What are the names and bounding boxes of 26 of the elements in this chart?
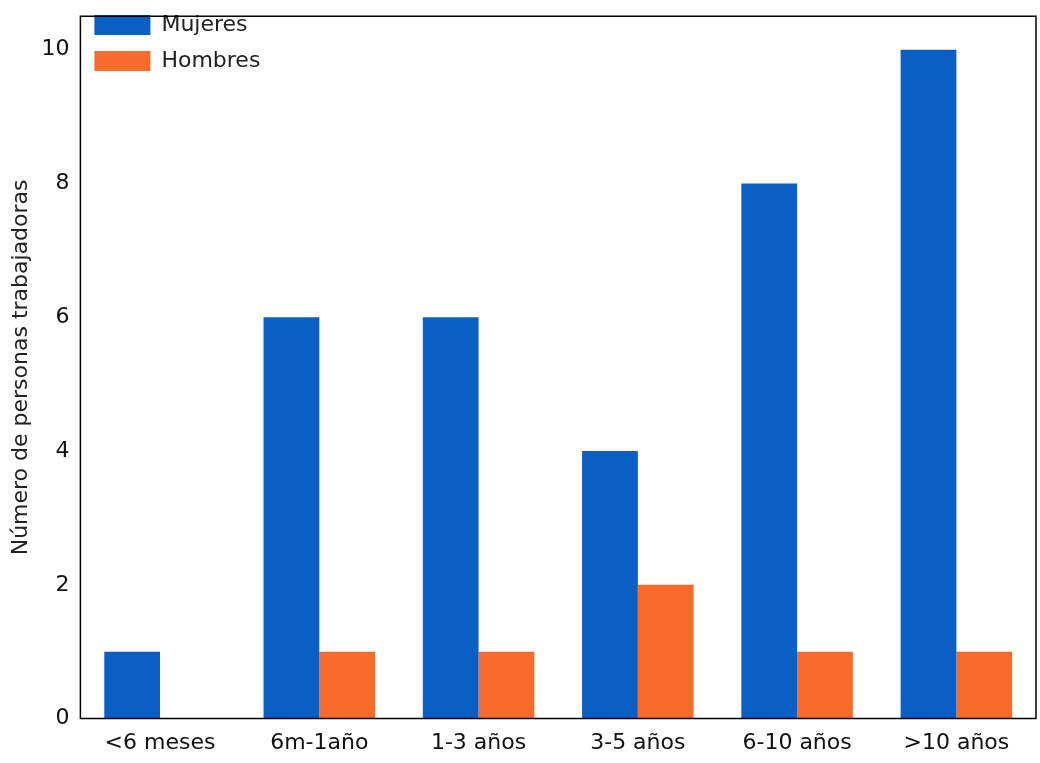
y-axis-title: Número de personas trabajadoras xyxy=(6,179,32,556)
bar xyxy=(637,584,694,719)
x-tick-label: <6 meses xyxy=(104,728,216,754)
bar xyxy=(263,317,320,719)
y-tick-label: 4 xyxy=(55,436,70,462)
x-tick-label: 6m-1año xyxy=(270,728,369,754)
bar xyxy=(797,651,853,719)
x-tick-label: 6-10 años xyxy=(742,728,852,754)
bar xyxy=(422,317,479,719)
legend-label: Mujeres xyxy=(161,10,248,36)
bar xyxy=(104,651,161,719)
bar xyxy=(319,651,376,719)
bar xyxy=(478,651,535,719)
y-tick-label: 10 xyxy=(41,35,70,61)
x-tick-label: 1-3 años xyxy=(430,728,527,754)
legend-label: Hombres xyxy=(161,46,261,72)
x-tick-label: >10 años xyxy=(903,728,1010,754)
y-tick-label: 8 xyxy=(55,169,70,195)
bar xyxy=(956,651,1013,719)
bar xyxy=(582,451,638,719)
y-tick-label: 6 xyxy=(55,302,70,328)
bar xyxy=(900,49,957,719)
y-tick-label: 0 xyxy=(55,704,70,730)
y-tick-label: 2 xyxy=(55,570,70,596)
bar xyxy=(741,183,798,719)
x-tick-label: 3-5 años xyxy=(590,728,686,754)
